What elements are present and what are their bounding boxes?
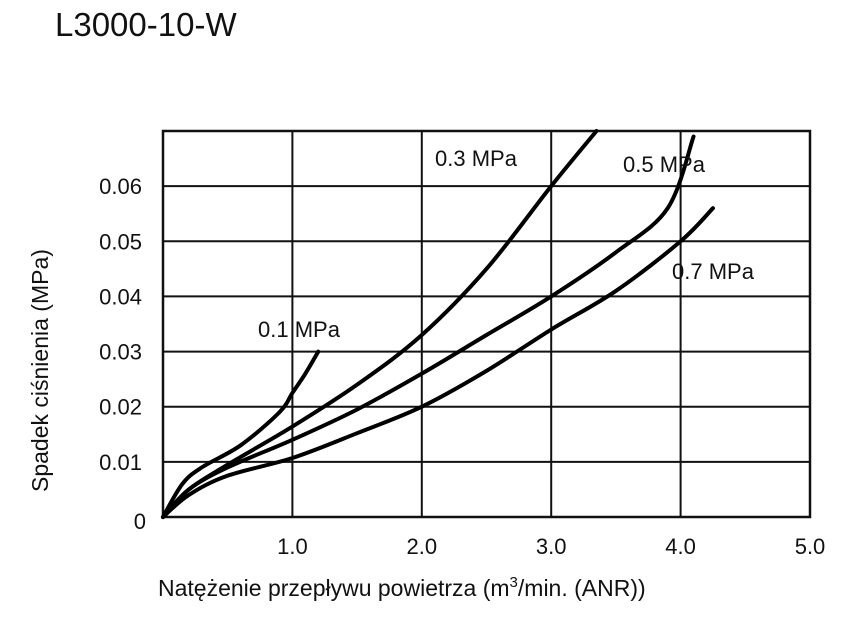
y-tick-label: 0.06 (99, 174, 142, 199)
chart-title: L3000-10-W (55, 6, 237, 43)
label-0.7-mpa: 0.7 MPa (672, 259, 755, 284)
y-tick-label: 0.05 (99, 229, 142, 254)
label-0.5-mpa: 0.5 MPa (623, 152, 706, 177)
grid (161, 129, 812, 519)
series-lines (161, 129, 715, 519)
y-tick-label: 0.01 (99, 450, 142, 475)
y-axis-label: Spadek ciśnienia (MPa) (27, 249, 53, 492)
y-tick-label: 0 (134, 509, 146, 534)
y-tick-label: 0.02 (99, 395, 142, 420)
series-line-0.1-mpa (161, 349, 321, 519)
x-tick-label: 2.0 (407, 534, 438, 559)
series-line-0.5-mpa (161, 134, 696, 519)
x-axis-label: Natężenie przepływu powietrza (m3/min. (… (158, 574, 646, 601)
x-tick-label: 5.0 (795, 534, 826, 559)
series-line-0.3-mpa (161, 129, 599, 519)
tick-labels: 1.0 2.0 3.0 4.0 5.0 0 0.01 0.02 0.03 0.04 0.05 0.06 (99, 174, 825, 559)
label-0.3-mpa: 0.3 MPa (435, 146, 518, 171)
y-tick-label: 0.03 (99, 340, 142, 365)
series-line-0.7-mpa (161, 206, 715, 519)
y-tick-label: 0.04 (99, 284, 142, 309)
x-tick-label: 3.0 (536, 534, 567, 559)
x-tick-label: 1.0 (277, 534, 308, 559)
x-tick-label: 4.0 (665, 534, 696, 559)
plot-frame (161, 129, 812, 519)
label-0.1-mpa: 0.1 MPa (258, 317, 341, 342)
